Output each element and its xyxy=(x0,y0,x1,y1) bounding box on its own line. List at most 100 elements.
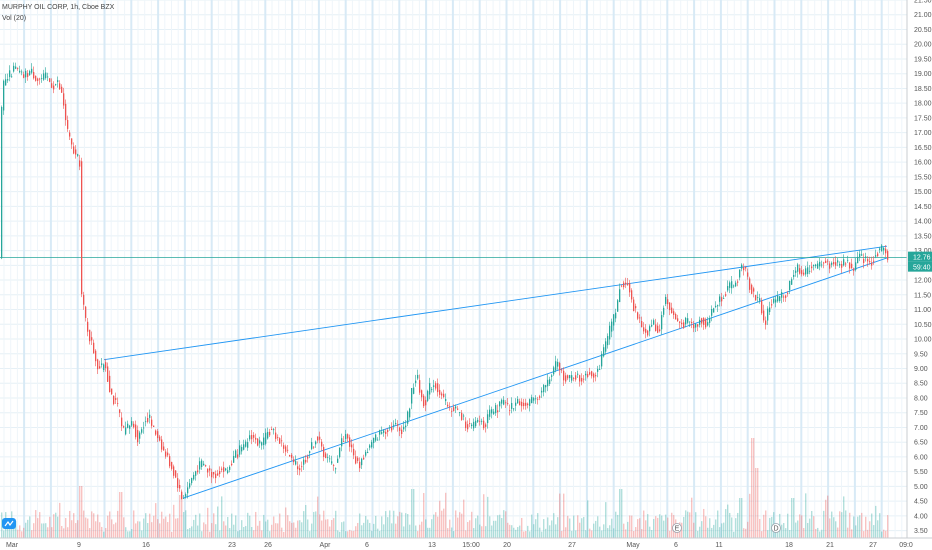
candle-body xyxy=(707,322,709,326)
candle-body xyxy=(831,262,833,265)
candle-body xyxy=(407,411,409,424)
volume-bar xyxy=(45,523,47,538)
candle-body xyxy=(675,314,677,320)
volume-bar xyxy=(687,511,689,538)
volume-bar xyxy=(437,516,439,538)
volume-bar xyxy=(841,512,843,538)
volume-bar xyxy=(173,504,175,538)
volume-bar xyxy=(429,527,431,538)
volume-bar xyxy=(353,530,355,538)
candle-body xyxy=(461,412,463,420)
candle-body xyxy=(413,387,415,394)
volume-bar xyxy=(787,513,789,538)
candle-body xyxy=(499,401,501,407)
candle-body xyxy=(35,75,37,81)
volume-bar xyxy=(295,527,297,538)
volume-bar xyxy=(635,527,637,538)
candle-body xyxy=(343,441,345,442)
candle-body xyxy=(887,251,889,260)
candle-body xyxy=(91,337,93,341)
candle-body xyxy=(453,407,455,412)
volume-bar xyxy=(311,523,313,538)
candle-body xyxy=(617,300,619,312)
volume-bar xyxy=(263,514,265,538)
volume-bar xyxy=(689,512,691,538)
volume-bar xyxy=(375,515,377,538)
symbol-title[interactable]: MURPHY OIL CORP, 1h, Cboe BZX xyxy=(2,4,115,11)
volume-bar xyxy=(221,496,223,538)
candle-body xyxy=(59,83,61,90)
volume-bar xyxy=(197,525,199,538)
volume-bar xyxy=(121,492,123,538)
candle-body xyxy=(701,318,703,324)
candle-body xyxy=(771,304,773,306)
volume-bar xyxy=(351,530,353,538)
volume-bar xyxy=(195,514,197,538)
candle-body xyxy=(379,430,381,435)
volume-bar xyxy=(455,510,457,538)
volume-bar xyxy=(577,515,579,538)
volume-bar xyxy=(17,529,19,538)
volume-bar xyxy=(493,520,495,538)
time-tick-label: 6 xyxy=(365,542,369,549)
candle-body xyxy=(429,383,431,395)
candle-body xyxy=(795,270,797,273)
volume-bar xyxy=(367,519,369,538)
candle-body xyxy=(811,266,813,269)
candle-body xyxy=(727,286,729,291)
volume-bar xyxy=(405,513,407,538)
volume-bar xyxy=(707,527,709,538)
candle-body xyxy=(609,325,611,340)
candle-body xyxy=(197,470,199,473)
volume-bar xyxy=(259,520,261,538)
candle-body xyxy=(251,435,253,440)
candle-body xyxy=(239,445,241,455)
volume-bar xyxy=(443,508,445,538)
event-badge-label: D xyxy=(773,526,778,533)
candle-body xyxy=(257,438,259,446)
time-tick-label: 16 xyxy=(142,542,150,549)
candle-body xyxy=(797,264,799,272)
price-tick-label: 14.00 xyxy=(914,219,932,226)
volume-bar xyxy=(643,510,645,538)
volume-bar xyxy=(565,527,567,538)
volume-bar xyxy=(269,531,271,538)
candle-body xyxy=(281,440,283,442)
candle-body xyxy=(139,432,141,439)
candle-body xyxy=(137,430,139,443)
volume-bar xyxy=(503,510,505,538)
candles[interactable] xyxy=(1,62,889,500)
candle-body xyxy=(29,71,31,76)
candle-body xyxy=(841,263,843,268)
volume-bar xyxy=(403,526,405,538)
volume-bar xyxy=(23,527,25,538)
volume-bar xyxy=(149,513,151,538)
volume-bar xyxy=(111,519,113,538)
candle-body xyxy=(5,79,7,86)
volume-bar xyxy=(307,519,309,538)
candle-body xyxy=(401,429,403,435)
candle-body xyxy=(579,375,581,382)
candle-body xyxy=(627,283,629,286)
volume-bar xyxy=(357,522,359,538)
candle-body xyxy=(389,427,391,429)
volume-bar xyxy=(117,510,119,538)
candle-body xyxy=(669,302,671,311)
candle-body xyxy=(425,400,427,406)
volume-bar xyxy=(229,528,231,538)
volume-bar xyxy=(317,496,319,538)
candle-body xyxy=(123,426,125,428)
trendlines[interactable] xyxy=(0,245,907,499)
volume-bar xyxy=(41,523,43,538)
volume-indicator-label[interactable]: Vol (20) xyxy=(2,15,27,22)
volume-bar xyxy=(831,511,833,538)
volume-bar xyxy=(557,517,559,538)
volume-bar xyxy=(633,530,635,538)
volume-bar xyxy=(71,520,73,538)
candle-body xyxy=(307,456,309,459)
volume-bar xyxy=(763,514,765,538)
volume-bar xyxy=(479,524,481,538)
volume-bar xyxy=(247,512,249,538)
volume-bar xyxy=(147,523,149,538)
